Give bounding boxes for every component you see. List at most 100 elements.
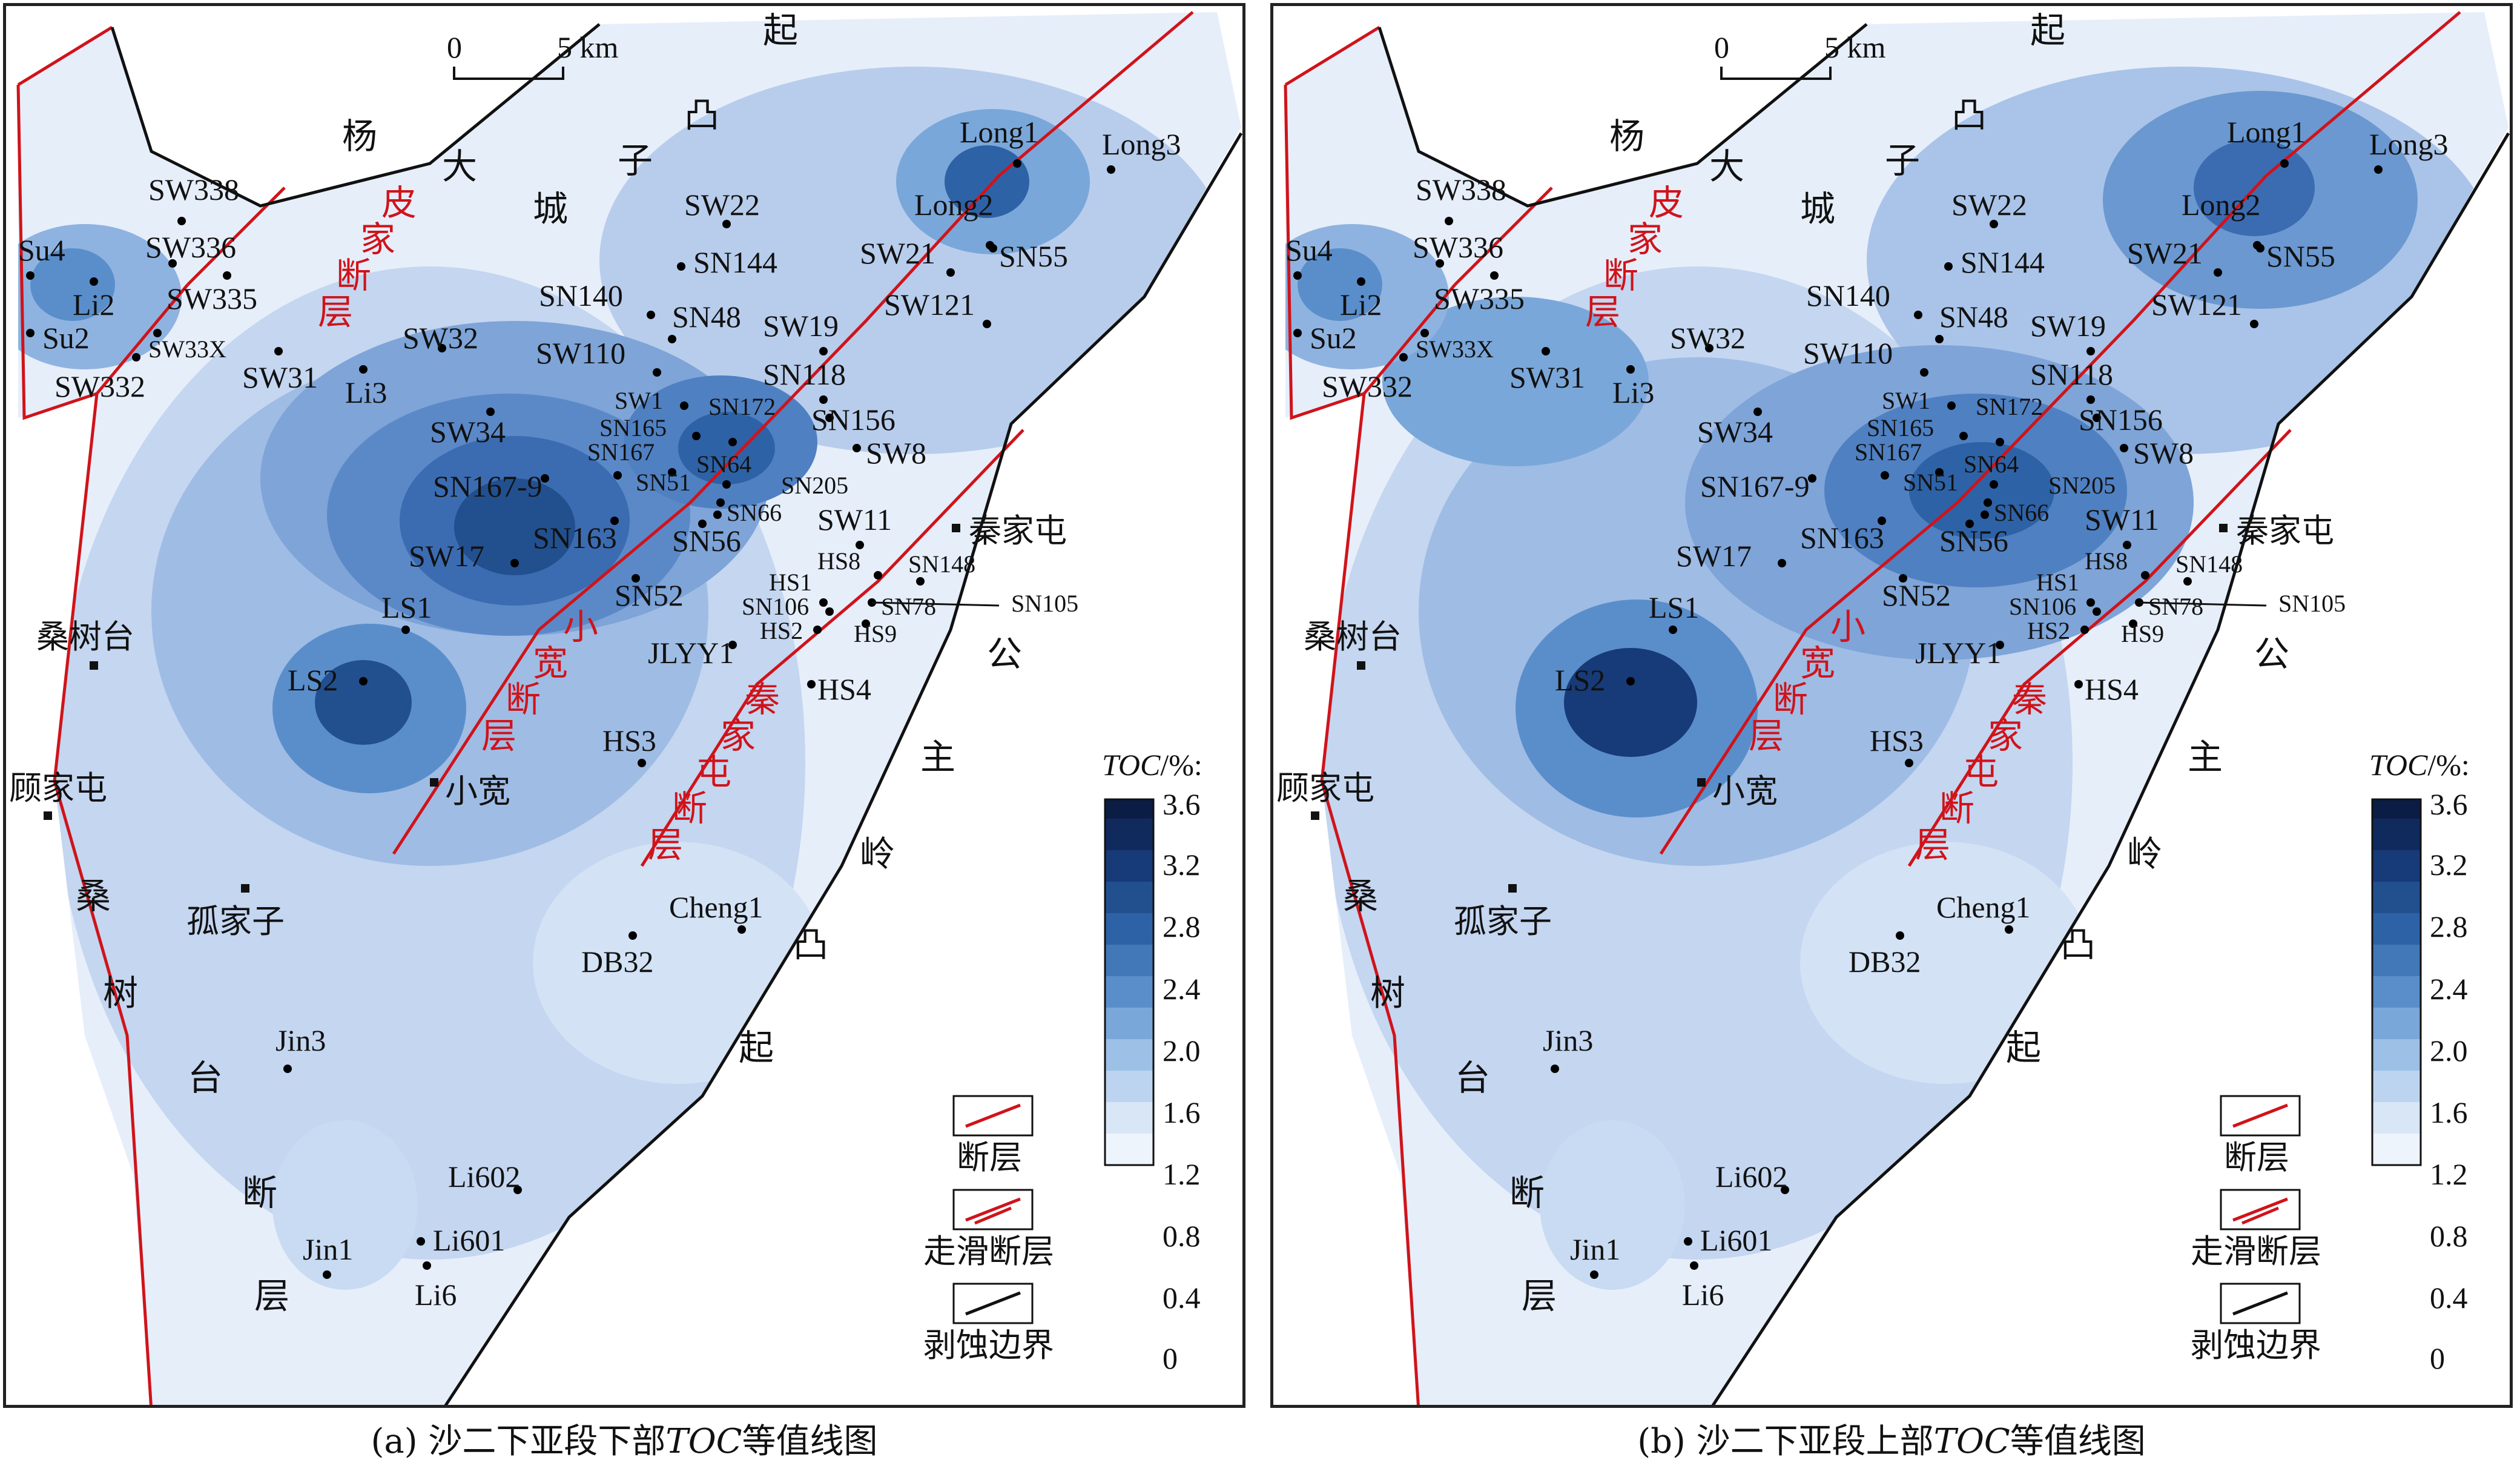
svg-text:LS2: LS2 (1555, 663, 1605, 697)
svg-text:主: 主 (2188, 738, 2223, 777)
svg-text:2.8: 2.8 (1163, 910, 1201, 943)
svg-text:SN48: SN48 (1939, 300, 2008, 334)
svg-text:Su2: Su2 (42, 321, 90, 355)
svg-text:SN148: SN148 (2175, 550, 2243, 578)
svg-text:SW31: SW31 (1509, 360, 1585, 394)
svg-text:SW32: SW32 (1670, 321, 1746, 355)
label-pijia-fault: 皮 家 断 层 (318, 183, 417, 332)
svg-text:SN163: SN163 (1800, 521, 1884, 555)
svg-text:SN144: SN144 (693, 245, 777, 279)
svg-text:Long3: Long3 (2369, 127, 2449, 161)
svg-text:断: 断 (1509, 1174, 1545, 1213)
svg-text:3.2: 3.2 (1163, 848, 1201, 882)
svg-text:起: 起 (2006, 1028, 2041, 1068)
svg-text:SN105: SN105 (2278, 590, 2346, 617)
svg-text:SW110: SW110 (1803, 336, 1893, 370)
svg-text:Jin3: Jin3 (1543, 1023, 1593, 1057)
svg-text:断: 断 (336, 256, 371, 296)
svg-text:层: 层 (1522, 1276, 1557, 1316)
svg-text:SN140: SN140 (1806, 279, 1890, 312)
scale-bar (453, 67, 564, 80)
svg-text:公: 公 (2254, 635, 2289, 674)
svg-text:SN51: SN51 (636, 469, 691, 496)
svg-text:SW1: SW1 (1882, 387, 1930, 414)
svg-text:走滑断层: 走滑断层 (2191, 1233, 2321, 1270)
svg-text:1.6: 1.6 (1163, 1095, 1201, 1129)
svg-text:Cheng1: Cheng1 (669, 890, 764, 924)
svg-text:凸: 凸 (684, 96, 719, 135)
svg-text:LS2: LS2 (288, 663, 338, 697)
svg-text:SN55: SN55 (2266, 239, 2335, 273)
scale-end: 5 km (1824, 30, 1886, 64)
svg-text:SN205: SN205 (781, 472, 848, 499)
svg-text:子: 子 (1885, 141, 1920, 180)
svg-text:SW33X: SW33X (148, 335, 226, 363)
svg-text:SN106: SN106 (742, 593, 809, 620)
svg-text:SN55: SN55 (999, 239, 1068, 273)
svg-text:Li601: Li601 (433, 1223, 505, 1257)
svg-text:SN105: SN105 (1011, 590, 1078, 617)
svg-text:SW22: SW22 (684, 188, 760, 222)
svg-text:LS1: LS1 (381, 590, 432, 624)
svg-text:Jin3: Jin3 (275, 1023, 326, 1057)
region-sangshutai-fault: 桑 树 台 断 层 (1343, 877, 1557, 1316)
scale-start: 0 (447, 30, 462, 64)
svg-text:SN144: SN144 (1961, 245, 2045, 279)
svg-text:3.6: 3.6 (2430, 787, 2468, 821)
svg-text:SW121: SW121 (884, 288, 975, 322)
svg-text:SN205: SN205 (2048, 472, 2116, 499)
svg-text:SW17: SW17 (1676, 539, 1752, 573)
svg-text:LS1: LS1 (1649, 590, 1699, 624)
svg-text:SN106: SN106 (2009, 593, 2076, 620)
svg-text:顾家屯: 顾家屯 (9, 770, 107, 807)
svg-text:顾家屯: 顾家屯 (1276, 770, 1374, 807)
svg-text:SN64: SN64 (696, 451, 751, 478)
svg-text:小: 小 (1830, 607, 1865, 647)
region-yangdacheng: 杨 大 城 子 凸 起 (342, 11, 798, 229)
svg-text:剥蚀边界: 剥蚀边界 (2191, 1327, 2321, 1364)
svg-text:SN165: SN165 (1867, 414, 1934, 441)
svg-text:层: 层 (1915, 825, 1950, 865)
svg-text:断层: 断层 (957, 1140, 1022, 1176)
svg-text:0.8: 0.8 (1163, 1219, 1201, 1253)
svg-text:SN118: SN118 (2030, 357, 2113, 391)
svg-text:SN52: SN52 (1882, 578, 1951, 612)
svg-text:SN140: SN140 (539, 279, 623, 312)
svg-text:断: 断 (672, 789, 707, 828)
toc-map-a: 0 5 km 杨 大 城 子 凸 起 公 主 岭 凸 起 桑 树 台 断 层 皮… (6, 6, 1242, 1405)
scale-start: 0 (1714, 30, 1729, 64)
svg-text:断: 断 (1939, 789, 1974, 828)
svg-text:层: 层 (481, 716, 516, 756)
svg-text:Long2: Long2 (2182, 188, 2261, 222)
svg-text:SW19: SW19 (2030, 309, 2106, 343)
svg-text:SN167: SN167 (587, 438, 655, 466)
scale-end: 5 km (557, 30, 619, 64)
svg-text:SW121: SW121 (2151, 288, 2242, 322)
svg-text:SN78: SN78 (881, 593, 936, 620)
svg-text:HS1: HS1 (769, 569, 812, 596)
svg-text:SN48: SN48 (672, 300, 741, 334)
svg-text:3.2: 3.2 (2430, 848, 2468, 882)
legend-title: TOC/%: (1102, 748, 1202, 782)
svg-text:秦家屯: 秦家屯 (969, 513, 1067, 549)
svg-text:SN167-9: SN167-9 (1700, 469, 1810, 503)
svg-text:HS2: HS2 (760, 617, 803, 644)
svg-text:SW19: SW19 (763, 309, 839, 343)
svg-text:小宽: 小宽 (1712, 773, 1778, 810)
svg-text:1.6: 1.6 (2430, 1095, 2468, 1129)
svg-text:2.4: 2.4 (1163, 972, 1201, 1006)
svg-text:DB32: DB32 (581, 945, 653, 979)
svg-text:起: 起 (2030, 11, 2065, 50)
scale-bar (1720, 67, 1832, 80)
svg-text:SW17: SW17 (409, 539, 484, 573)
svg-text:SN52: SN52 (615, 578, 684, 612)
svg-text:Long1: Long1 (2227, 115, 2306, 149)
svg-text:2.4: 2.4 (2430, 972, 2468, 1006)
svg-text:Su4: Su4 (1285, 233, 1333, 267)
svg-text:HS3: HS3 (1870, 724, 1924, 758)
svg-text:Li2: Li2 (1340, 288, 1382, 322)
svg-text:子: 子 (618, 141, 653, 180)
svg-text:剥蚀边界: 剥蚀边界 (923, 1327, 1054, 1364)
colorbar-ticks: 3.6 3.2 2.8 2.4 2.0 1.6 1.2 0.8 0.4 0 (1163, 787, 1201, 1375)
svg-text:HS8: HS8 (817, 547, 860, 575)
